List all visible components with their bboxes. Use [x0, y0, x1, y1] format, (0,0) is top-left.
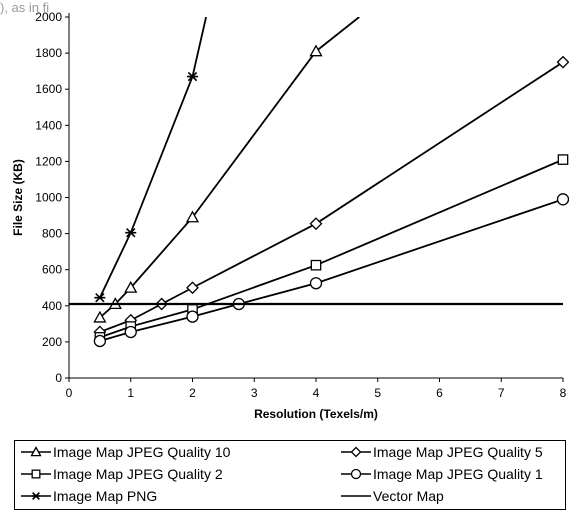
x-tick-label: 1	[127, 386, 134, 400]
y-tick-label: 2000	[35, 10, 62, 24]
square-marker	[31, 469, 41, 479]
square-marker	[557, 154, 569, 165]
triangle-marker-icon	[21, 446, 51, 457]
line-chart: 0 200 400 600 800 1000 1200 1400 1600 1800 2000 0 1 2…	[11, 10, 569, 421]
triangle-marker	[309, 44, 323, 57]
legend-item-jpeg-q5: Image Map JPEG Quality 5	[341, 444, 543, 460]
star-marker	[31, 492, 41, 500]
header-fragment: ), as in fi	[0, 0, 50, 15]
y-tick-label: 1000	[35, 191, 62, 205]
series-circle	[93, 193, 569, 348]
legend-item-png: Image Map PNG	[21, 488, 157, 504]
series-line	[99, 61, 563, 333]
y-tick-label: 1800	[35, 46, 62, 60]
star-marker	[187, 71, 198, 82]
x-tick-label: 3	[251, 386, 258, 400]
triangle-marker	[124, 280, 138, 293]
diamond-marker	[350, 446, 362, 458]
series-star	[94, 17, 207, 303]
square-marker-icon	[21, 469, 51, 479]
series-triangle	[93, 17, 360, 323]
star-marker	[125, 228, 137, 238]
circle-marker-icon	[341, 468, 371, 480]
legend-label: Vector Map	[373, 488, 444, 504]
legend-item-jpeg-q10: Image Map JPEG Quality 10	[21, 444, 230, 460]
x-axis-label: Resolution (Texels/m)	[254, 407, 378, 421]
circle-marker	[350, 468, 362, 480]
y-tick-label: 400	[42, 299, 62, 313]
diamond-marker-icon	[341, 446, 371, 458]
y-tick-label: 1600	[35, 82, 62, 96]
y-tick-label: 1400	[35, 118, 62, 132]
diamond-marker	[556, 55, 569, 69]
x-tick-label: 8	[560, 386, 567, 400]
star-marker	[94, 292, 106, 303]
circle-marker	[556, 193, 569, 206]
x-tick-label: 0	[66, 386, 73, 400]
series-line	[99, 17, 207, 299]
x-tick-label: 2	[189, 386, 196, 400]
series-diamond	[93, 55, 569, 339]
y-tick-label: 1200	[35, 154, 62, 168]
x-tick-label: 7	[498, 386, 505, 400]
legend-label: Image Map PNG	[53, 488, 158, 504]
circle-marker	[309, 277, 323, 290]
circle-marker	[124, 325, 137, 339]
circle-marker	[186, 310, 199, 323]
y-tick-label: 800	[42, 227, 62, 241]
star-marker-icon	[21, 492, 51, 500]
legend-label: Image Map JPEG Quality 2	[53, 466, 223, 482]
series-line	[99, 198, 563, 342]
legend-label: Image Map JPEG Quality 5	[373, 444, 543, 460]
legend: Image Map JPEG Quality 10 Image Map JPEG…	[14, 440, 566, 510]
legend-label: Image Map JPEG Quality 1	[373, 466, 543, 482]
legend-label: Image Map JPEG Quality 10	[53, 444, 231, 460]
x-tick-label: 5	[374, 386, 381, 400]
series-line	[99, 17, 360, 319]
y-tick-label: 0	[55, 371, 62, 385]
square-marker	[310, 259, 322, 271]
y-tick-label: 600	[42, 263, 62, 277]
legend-item-jpeg-q1: Image Map JPEG Quality 1	[341, 466, 543, 482]
y-axis-label: File Size (KB)	[11, 159, 25, 236]
line-marker-icon	[341, 495, 371, 497]
x-tick-label: 6	[436, 386, 443, 400]
y-tick-label: 200	[42, 335, 62, 349]
triangle-marker	[185, 210, 200, 223]
series-line	[99, 158, 563, 339]
diamond-marker	[309, 217, 323, 231]
triangle-marker	[93, 310, 107, 323]
legend-item-jpeg-q2: Image Map JPEG Quality 2	[21, 466, 223, 482]
diamond-marker	[186, 281, 199, 295]
triangle-marker	[30, 446, 42, 457]
legend-item-vector-map: Vector Map	[341, 488, 444, 504]
x-tick-label: 4	[313, 386, 320, 400]
circle-marker	[93, 334, 107, 348]
